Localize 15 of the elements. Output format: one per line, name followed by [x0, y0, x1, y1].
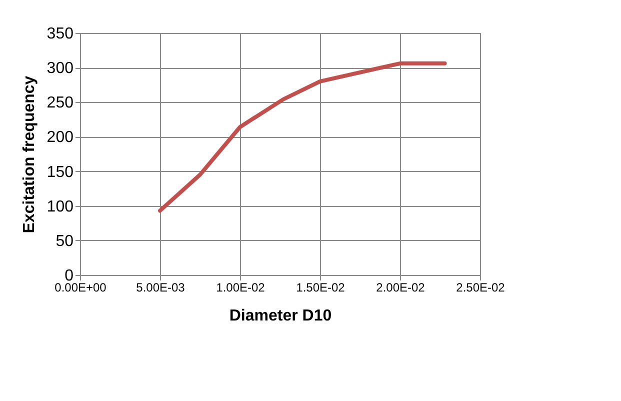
x-tick-label: 5.00E-03 — [136, 280, 186, 294]
y-axis-title: Excitation frequency — [20, 76, 38, 234]
y-tick-label: 150 — [46, 164, 74, 181]
line-series — [158, 61, 447, 213]
y-tick-label: 100 — [46, 198, 74, 216]
x-tick-label: 1.50E-02 — [296, 280, 346, 294]
y-tick-label: 200 — [46, 129, 74, 146]
x-axis-title: Diameter D10 — [229, 308, 332, 324]
x-tick-label: 2.00E-02 — [376, 280, 426, 294]
x-tick-label: 2.50E-02 — [456, 280, 506, 294]
y-tick-label: 300 — [46, 60, 74, 78]
y-tick-label: 250 — [46, 94, 74, 112]
y-tick-label: 50 — [56, 232, 74, 250]
x-tick-label: 1.00E-02 — [216, 280, 266, 294]
y-tick-label: 350 — [46, 26, 74, 42]
